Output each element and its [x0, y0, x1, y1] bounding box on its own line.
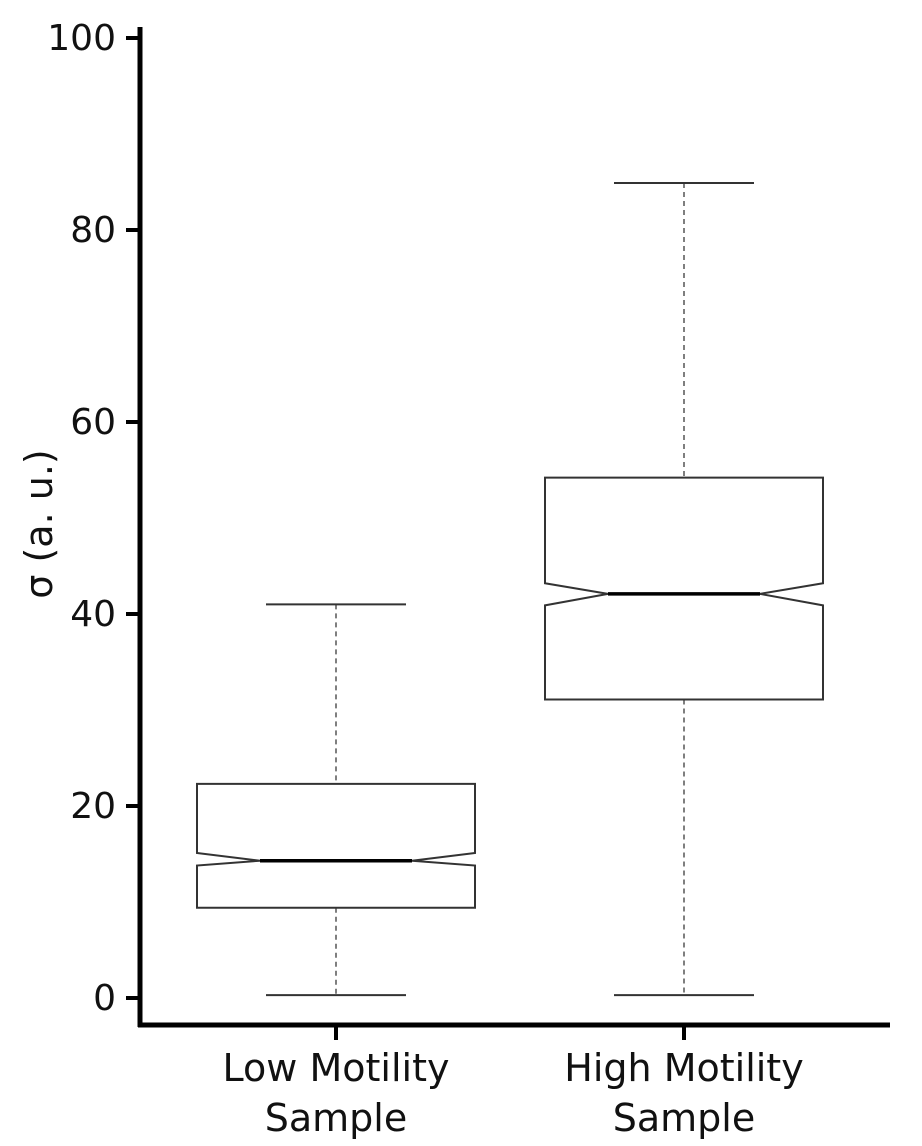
box-plots	[196, 181, 824, 997]
y-tick-label: 20	[70, 786, 116, 827]
y-tick-label: 60	[70, 402, 116, 443]
box-group	[196, 603, 476, 997]
box-group	[544, 181, 824, 997]
y-axis-title: σ (a. u.)	[17, 449, 61, 598]
y-tick-label: 80	[70, 210, 116, 251]
x-category-label: Sample	[265, 1096, 407, 1140]
y-tick-label: 0	[93, 978, 116, 1019]
notched-box	[196, 782, 476, 909]
y-tick-label: 100	[47, 18, 116, 59]
y-axis-ticks: 0 20 40 60 80 100	[47, 18, 140, 1019]
x-category-label: Sample	[613, 1096, 755, 1140]
x-category-label: Low Motility	[223, 1046, 450, 1090]
y-tick-label: 40	[70, 594, 116, 635]
notched-box	[544, 476, 824, 701]
x-category-label: High Motility	[564, 1046, 803, 1090]
x-axis-ticks: Low Motility Sample High Motility Sample	[223, 1025, 804, 1140]
